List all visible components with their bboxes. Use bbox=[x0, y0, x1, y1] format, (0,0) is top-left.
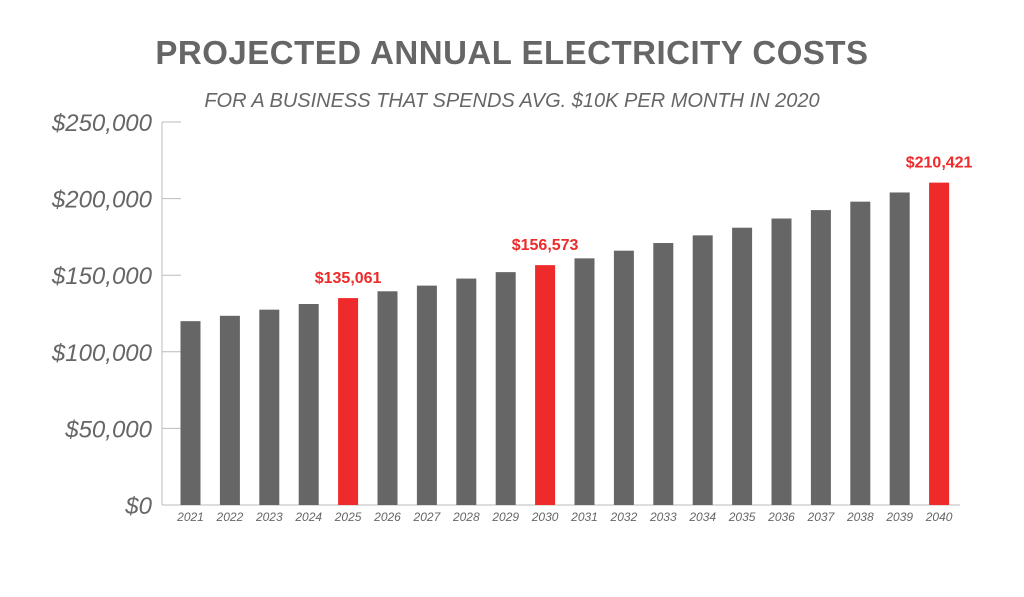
x-tick-label: 2028 bbox=[452, 510, 480, 524]
x-tick-label: 2030 bbox=[531, 510, 559, 524]
chart-subtitle: FOR A BUSINESS THAT SPENDS AVG. $10K PER… bbox=[204, 90, 820, 112]
bar-2022 bbox=[219, 315, 240, 505]
bar-2037 bbox=[810, 210, 831, 505]
bars bbox=[180, 182, 950, 506]
data-label-2040: $210,421 bbox=[906, 155, 973, 172]
bar-2034 bbox=[692, 235, 713, 506]
y-tick-label: $250,000 bbox=[51, 110, 153, 137]
x-tick-label: 2025 bbox=[334, 510, 362, 524]
bar-2036 bbox=[771, 218, 792, 506]
bar-2031 bbox=[574, 258, 595, 505]
bar-2026 bbox=[377, 291, 398, 505]
x-tick-label: 2032 bbox=[610, 510, 638, 524]
x-tick-label: 2031 bbox=[570, 510, 598, 524]
x-tick-label: 2036 bbox=[767, 510, 795, 524]
x-tick-label: 2040 bbox=[925, 510, 953, 524]
x-tick-label: 2022 bbox=[216, 510, 244, 524]
bar-2021 bbox=[180, 321, 201, 505]
bar-2033 bbox=[653, 243, 674, 505]
x-tick-label: 2035 bbox=[728, 510, 756, 524]
x-tick-label: 2024 bbox=[294, 510, 322, 524]
bar-2029 bbox=[495, 272, 516, 505]
x-tick-label: 2038 bbox=[846, 510, 874, 524]
x-tick-label: 2026 bbox=[373, 510, 401, 524]
y-axis: $0 $50,000 $100,000 $150,000 $200,000 $250,00… bbox=[51, 110, 960, 520]
y-tick-label: $0 bbox=[124, 493, 152, 520]
x-tick-label: 2037 bbox=[807, 510, 836, 524]
y-tick-label: $50,000 bbox=[64, 416, 152, 443]
x-tick-label: 2039 bbox=[885, 510, 913, 524]
y-tick-label: $100,000 bbox=[51, 340, 153, 367]
data-labels: $135,061 $156,573 $210,421 bbox=[315, 155, 973, 287]
x-axis: 2021 2022 2023 2024 2025 2026 2027 2028 2029 2030… bbox=[176, 510, 953, 524]
bar-2027 bbox=[416, 285, 437, 505]
x-tick-label: 2021 bbox=[176, 510, 204, 524]
bar-2023 bbox=[259, 309, 280, 505]
bar-2030 bbox=[535, 265, 556, 505]
bar-2028 bbox=[456, 278, 477, 505]
chart-title: PROJECTED ANNUAL ELECTRICITY COSTS bbox=[155, 34, 869, 71]
bar-2024 bbox=[298, 304, 319, 505]
data-label-2025: $135,061 bbox=[315, 270, 382, 287]
x-tick-label: 2034 bbox=[688, 510, 716, 524]
bar-2040 bbox=[929, 182, 950, 506]
x-tick-label: 2029 bbox=[491, 510, 519, 524]
bar-2032 bbox=[613, 250, 634, 505]
y-tick-label: $150,000 bbox=[51, 263, 153, 290]
x-tick-label: 2027 bbox=[413, 510, 442, 524]
x-tick-label: 2023 bbox=[255, 510, 283, 524]
bar-2039 bbox=[889, 192, 910, 506]
bar-2035 bbox=[732, 227, 753, 505]
bar-2038 bbox=[850, 201, 871, 505]
data-label-2030: $156,573 bbox=[512, 237, 579, 254]
bar-2025 bbox=[338, 298, 359, 505]
x-tick-label: 2033 bbox=[649, 510, 677, 524]
y-tick-label: $200,000 bbox=[51, 187, 153, 214]
